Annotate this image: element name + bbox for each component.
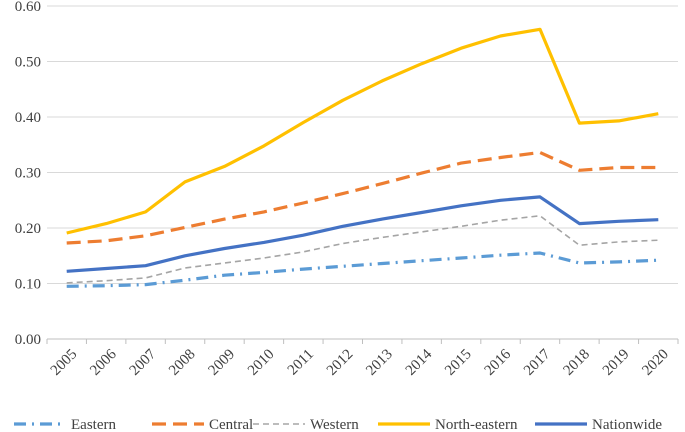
gridlines bbox=[46, 5, 679, 344]
x-axis-tick-labels: 2005 2006 2007 2008 2009 2010 2011 2012 2013 2014… bbox=[48, 346, 672, 379]
legend-label-central: Central bbox=[209, 417, 253, 432]
legend-label-north-eastern: North-eastern bbox=[435, 417, 518, 432]
x-tick-label: 2005 bbox=[48, 346, 81, 379]
y-tick-label: 0.10 bbox=[15, 277, 41, 293]
x-tick-label: 2013 bbox=[363, 346, 396, 379]
x-tick-label: 2008 bbox=[166, 346, 199, 379]
x-tick-label: 2019 bbox=[600, 346, 633, 379]
y-tick-label: 0.40 bbox=[15, 110, 41, 126]
series-line-eastern bbox=[66, 251, 659, 288]
series-line-north-eastern bbox=[66, 27, 659, 235]
x-tick-label: 2006 bbox=[87, 346, 120, 379]
y-tick-label: 0.20 bbox=[15, 221, 41, 237]
series-line-western bbox=[66, 215, 659, 284]
series-line-central bbox=[66, 150, 659, 245]
x-tick-label: 2009 bbox=[206, 346, 239, 379]
series-lines bbox=[66, 27, 659, 288]
x-tick-label: 2015 bbox=[442, 346, 475, 379]
x-tick-label: 2017 bbox=[521, 346, 554, 379]
x-tick-label: 2020 bbox=[639, 346, 672, 379]
legend: Eastern Central Western North-eastern Nation… bbox=[14, 417, 662, 432]
y-tick-label: 0.00 bbox=[15, 332, 41, 348]
y-axis-tick-labels: 0.00 0.10 0.20 0.30 0.40 0.50 0.60 bbox=[15, 0, 41, 348]
x-tick-label: 2014 bbox=[403, 346, 436, 379]
legend-label-western: Western bbox=[310, 417, 359, 432]
x-tick-label: 2018 bbox=[560, 346, 593, 379]
series-line-nationwide bbox=[66, 195, 659, 273]
x-tick-label: 2007 bbox=[127, 346, 160, 379]
x-tick-label: 2016 bbox=[482, 346, 515, 379]
y-tick-label: 0.30 bbox=[15, 166, 41, 182]
y-tick-label: 0.60 bbox=[15, 0, 41, 15]
x-tick-label: 2011 bbox=[285, 346, 317, 378]
legend-label-nationwide: Nationwide bbox=[592, 417, 662, 432]
x-tick-label: 2010 bbox=[245, 346, 278, 379]
x-tick-label: 2012 bbox=[324, 346, 357, 379]
y-tick-label: 0.50 bbox=[15, 55, 41, 71]
legend-label-eastern: Eastern bbox=[71, 417, 116, 432]
